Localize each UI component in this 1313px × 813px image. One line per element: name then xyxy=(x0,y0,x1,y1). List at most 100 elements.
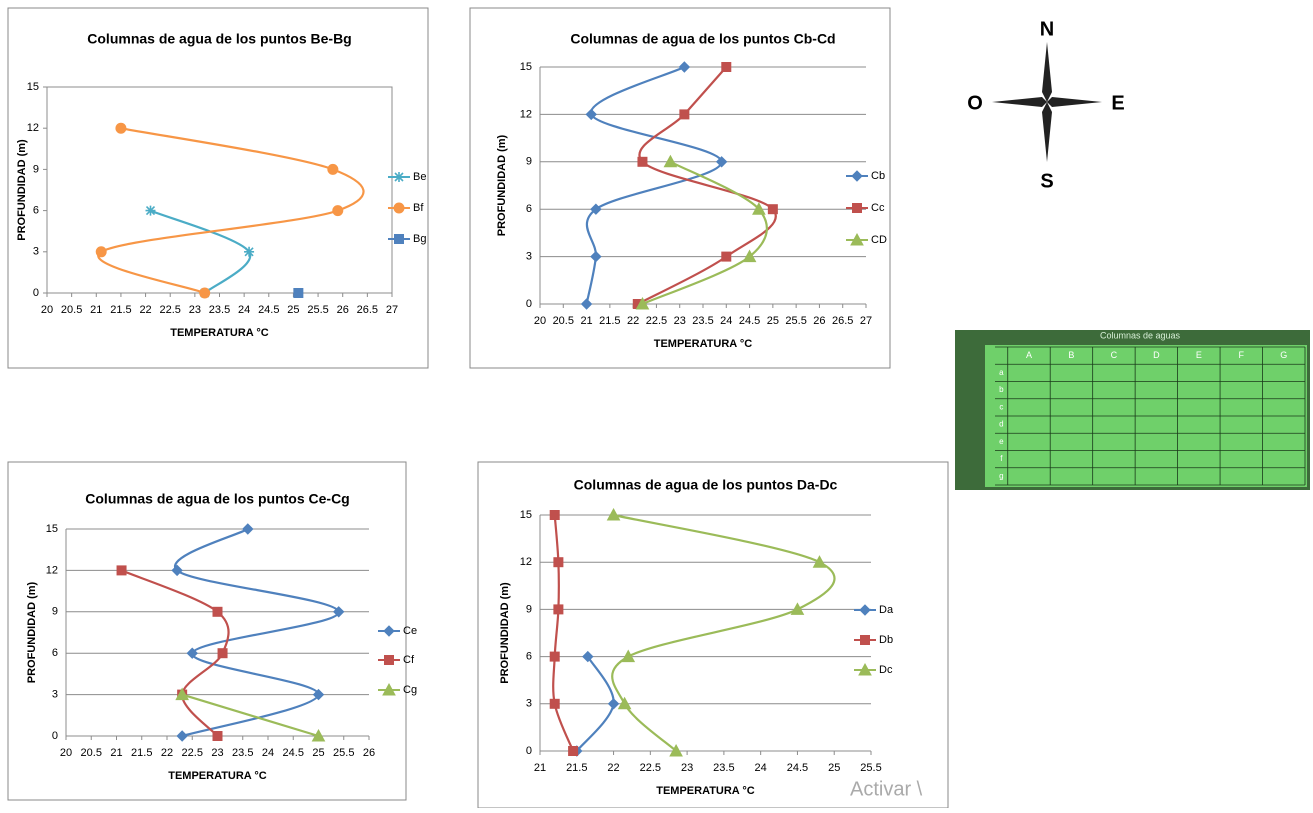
x-tick-label: 22.5 xyxy=(160,304,181,316)
y-tick-label: 6 xyxy=(33,205,39,217)
y-tick-label: 0 xyxy=(52,730,58,742)
data-point xyxy=(328,164,338,174)
data-point xyxy=(117,566,126,575)
x-tick-label: 23 xyxy=(681,762,693,774)
chart-frame xyxy=(478,462,948,808)
y-tick-label: 12 xyxy=(46,564,58,576)
legend-label: Ce xyxy=(403,625,417,637)
y-tick-label: 0 xyxy=(526,745,532,757)
x-tick-label: 25.5 xyxy=(333,747,354,759)
y-tick-label: 6 xyxy=(52,647,58,659)
data-point xyxy=(554,605,563,614)
legend-label: Cf xyxy=(403,654,415,666)
data-point xyxy=(333,206,343,216)
x-tick-label: 27 xyxy=(860,315,872,327)
x-tick-label: 20.5 xyxy=(61,304,82,316)
map-column-label: A xyxy=(1026,350,1032,360)
compass-south: S xyxy=(1040,170,1053,192)
data-point xyxy=(569,747,578,756)
x-tick-label: 26 xyxy=(363,747,375,759)
legend-marker xyxy=(853,204,862,213)
legend-marker xyxy=(395,235,404,244)
x-tick-label: 25.5 xyxy=(785,315,806,327)
y-tick-label: 12 xyxy=(520,108,532,120)
x-tick-label: 23.5 xyxy=(713,762,734,774)
data-point xyxy=(550,511,559,520)
x-tick-label: 21 xyxy=(534,762,546,774)
map-column-label: F xyxy=(1239,350,1245,360)
x-tick-label: 25.5 xyxy=(307,304,328,316)
legend-label: CD xyxy=(871,234,887,246)
data-point xyxy=(244,247,254,257)
legend-label: Be xyxy=(413,171,426,183)
x-tick-label: 21.5 xyxy=(110,304,131,316)
x-tick-label: 24 xyxy=(238,304,250,316)
x-tick-label: 26 xyxy=(337,304,349,316)
page: N S E O Columnas de aguas ABCDEFGabcdefg… xyxy=(0,0,1313,808)
x-tick-label: 21 xyxy=(580,315,592,327)
x-tick-label: 24.5 xyxy=(283,747,304,759)
y-tick-label: 3 xyxy=(526,251,532,263)
legend-label: Cg xyxy=(403,684,417,696)
data-point xyxy=(146,206,156,216)
x-tick-label: 25 xyxy=(767,315,779,327)
y-tick-label: 9 xyxy=(526,156,532,168)
data-point xyxy=(722,252,731,261)
x-tick-label: 21.5 xyxy=(566,762,587,774)
x-tick-label: 21.5 xyxy=(599,315,620,327)
legend-label: Db xyxy=(879,634,893,646)
y-tick-label: 6 xyxy=(526,203,532,215)
x-tick-label: 26.5 xyxy=(357,304,378,316)
chart-title: Columnas de agua de los puntos Da-Dc xyxy=(574,477,838,493)
data-point xyxy=(218,649,227,658)
x-tick-label: 23 xyxy=(674,315,686,327)
y-tick-label: 6 xyxy=(526,651,532,663)
data-point xyxy=(116,123,126,133)
legend-marker xyxy=(394,172,404,182)
y-tick-label: 12 xyxy=(520,556,532,568)
x-tick-label: 25 xyxy=(287,304,299,316)
y-tick-label: 3 xyxy=(526,698,532,710)
map-column-label: E xyxy=(1196,350,1202,360)
y-tick-label: 12 xyxy=(27,122,39,134)
y-tick-label: 15 xyxy=(27,81,39,93)
x-tick-label: 23 xyxy=(189,304,201,316)
x-axis-title: TEMPERATURA °C xyxy=(656,785,755,797)
y-axis-title: PROFUNDIDAD (m) xyxy=(16,139,28,241)
x-tick-label: 23.5 xyxy=(232,747,253,759)
data-point xyxy=(96,247,106,257)
x-tick-label: 27 xyxy=(386,304,398,316)
chart-title: Columnas de agua de los puntos Cb-Cd xyxy=(570,31,835,47)
x-tick-label: 24.5 xyxy=(787,762,808,774)
legend-label: Cc xyxy=(871,202,885,214)
map-row-label: b xyxy=(999,385,1004,394)
y-tick-label: 15 xyxy=(520,61,532,73)
legend-label: Bg xyxy=(413,233,426,245)
x-tick-label: 20 xyxy=(41,304,53,316)
data-point xyxy=(213,607,222,616)
data-point xyxy=(768,205,777,214)
compass-west: O xyxy=(967,92,983,114)
map-row-label: a xyxy=(999,368,1004,377)
y-tick-label: 9 xyxy=(526,603,532,615)
y-axis-title: PROFUNDIDAD (m) xyxy=(496,134,508,236)
x-tick-label: 23 xyxy=(211,747,223,759)
y-tick-label: 9 xyxy=(33,163,39,175)
x-tick-label: 22.5 xyxy=(646,315,667,327)
legend-label: Cb xyxy=(871,170,885,182)
x-tick-label: 22 xyxy=(139,304,151,316)
map-column-label: G xyxy=(1280,350,1287,360)
x-axis-title: TEMPERATURA °C xyxy=(168,770,267,782)
compass-north: N xyxy=(1040,18,1054,40)
y-tick-label: 15 xyxy=(46,523,58,535)
y-tick-label: 0 xyxy=(526,298,532,310)
data-point xyxy=(680,110,689,119)
map-column-label: B xyxy=(1068,350,1074,360)
x-tick-label: 22.5 xyxy=(640,762,661,774)
chart-title: Columnas de agua de los puntos Ce-Cg xyxy=(85,491,349,507)
map-row-label: e xyxy=(999,437,1004,446)
x-tick-label: 20 xyxy=(60,747,72,759)
x-tick-label: 23.5 xyxy=(692,315,713,327)
legend-marker xyxy=(861,636,870,645)
